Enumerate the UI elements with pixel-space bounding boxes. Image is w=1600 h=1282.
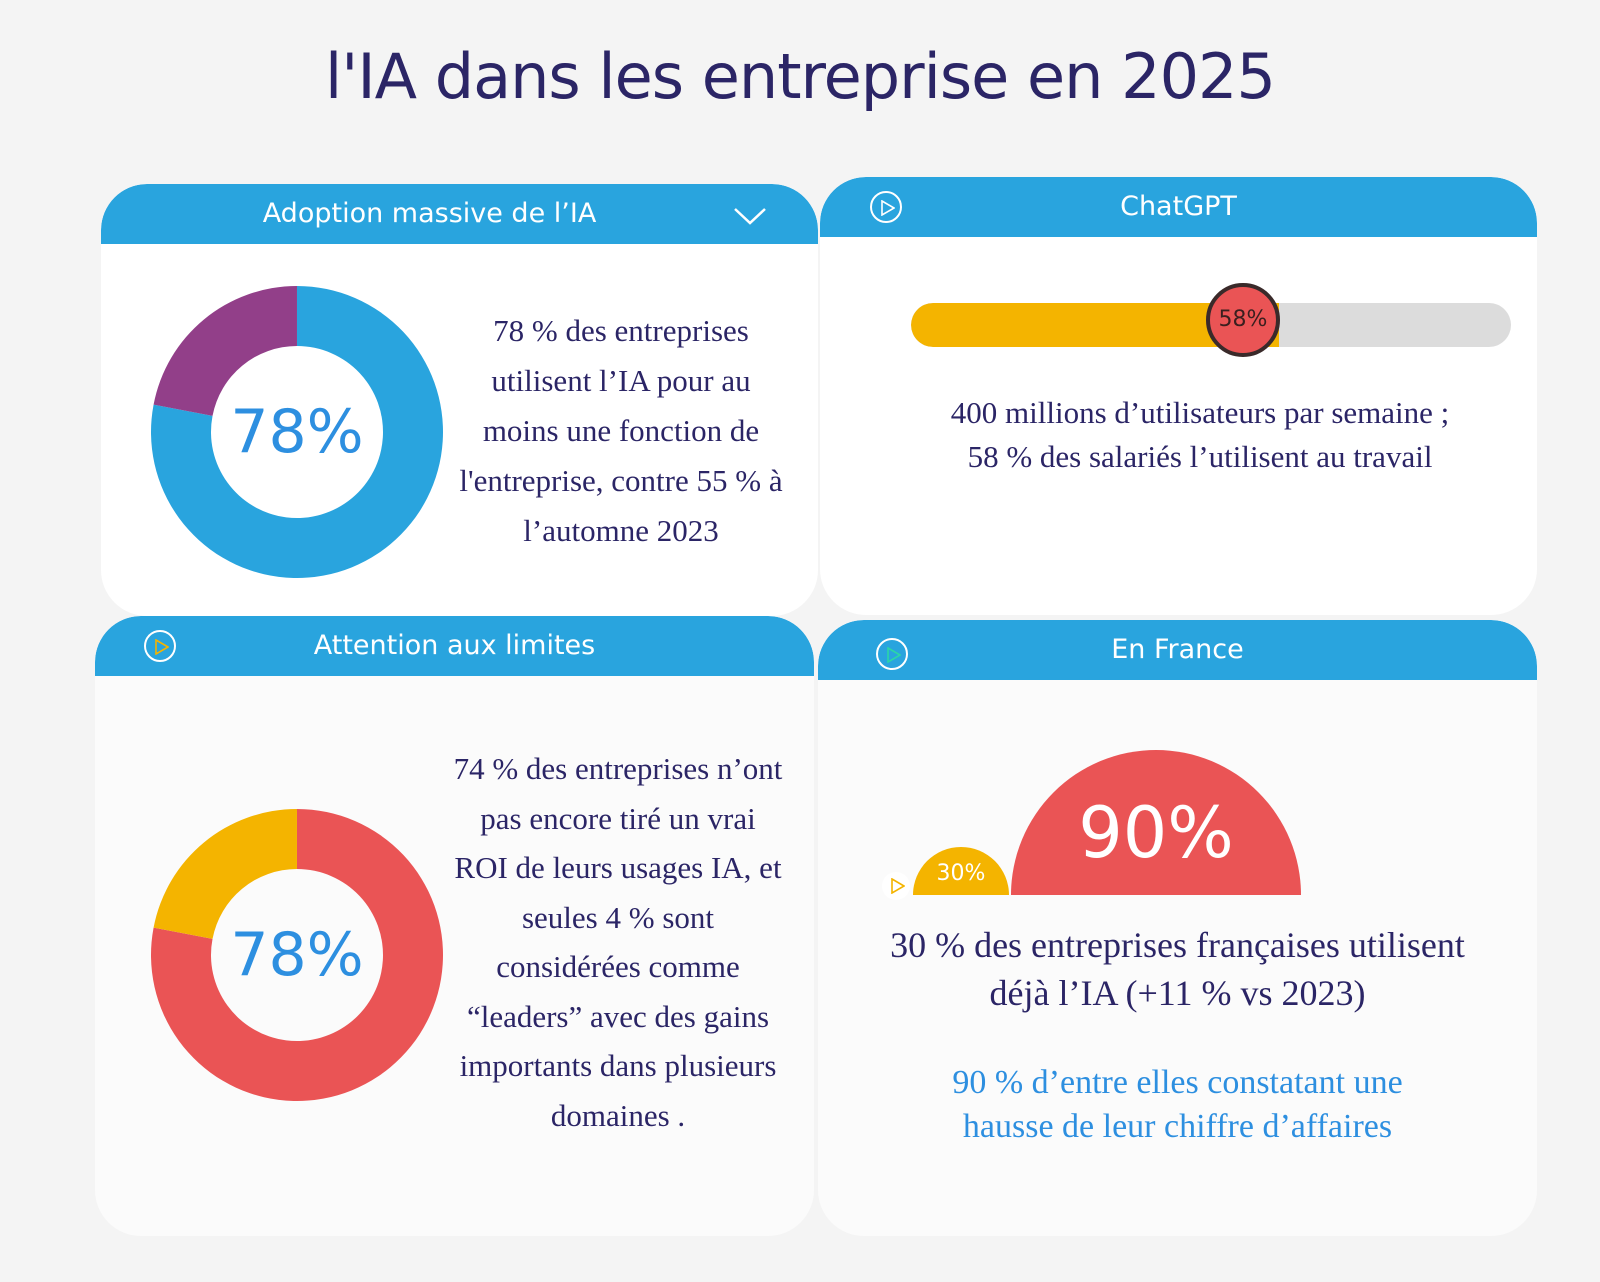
france-header-label: En France (1111, 634, 1244, 665)
adoption-card-header[interactable]: Adoption massive de l’IA (101, 184, 818, 244)
big-semicircle-label: 90% (1078, 792, 1234, 874)
limites-donut: 78% (149, 807, 445, 1103)
chatgpt-header-label: ChatGPT (1120, 191, 1237, 222)
big-semicircle: 90% (1011, 750, 1301, 895)
limites-donut-chart (151, 809, 443, 1101)
page-title: l'IA dans les entreprise en 2025 (325, 40, 1276, 113)
donut-segment-rest (153, 286, 297, 416)
play-icon[interactable] (882, 872, 910, 900)
adoption-donut-label: 78% (230, 397, 364, 467)
small-semicircle-label: 30% (936, 861, 986, 886)
play-icon[interactable] (144, 630, 176, 662)
limites-donut-label: 78% (230, 920, 364, 990)
play-icon[interactable] (876, 638, 908, 670)
adoption-donut-chart (151, 286, 443, 578)
play-icon[interactable] (870, 191, 902, 223)
donut-segment-main (151, 809, 443, 1101)
donut-segment-main (151, 286, 443, 578)
adoption-header-label: Adoption massive de l’IA (262, 198, 597, 229)
adoption-donut: 78% (149, 284, 445, 580)
france-card-header[interactable]: En France (818, 620, 1537, 680)
chatgpt-card: ChatGPT 58% 400 millions d’utilisateurs … (820, 177, 1537, 615)
chatgpt-description-line1: 400 millions d’utilisateurs par semaine … (950, 395, 1450, 430)
france-highlight-line1: 90 % d’entre elles constatant une (952, 1064, 1403, 1101)
chatgpt-progress-label: 58% (1218, 307, 1268, 332)
limites-card-header[interactable]: Attention aux limites (95, 616, 814, 676)
limites-description: 74 % des entreprises n’ont pas encore ti… (453, 751, 783, 1133)
chevron-down-icon[interactable] (733, 206, 767, 226)
france-card: En France 30% 90% 30 % des entreprises f… (818, 620, 1537, 1236)
small-semicircle: 30% (913, 847, 1009, 895)
france-highlight-line2: hausse de leur chiffre d’affaires (962, 1108, 1393, 1145)
france-description-line1: 30 % des entreprises françaises utilisen… (890, 925, 1465, 965)
limites-card: Attention aux limites 78% 74 % des entre… (95, 616, 814, 1236)
adoption-card: Adoption massive de l’IA 78% 78 % des en… (101, 184, 818, 616)
donut-segment-rest (153, 809, 297, 939)
limites-header-label: Attention aux limites (313, 630, 596, 661)
chatgpt-card-header[interactable]: ChatGPT (820, 177, 1537, 237)
chatgpt-description-line2: 58 % des salariés l’utilisent au travail (967, 439, 1433, 474)
adoption-description: 78 % des entreprises utilisent l’IA pour… (459, 313, 783, 548)
france-description-line2: déjà l’IA (+11 % vs 2023) (989, 973, 1366, 1013)
chatgpt-progress-knob[interactable]: 58% (1206, 283, 1280, 357)
